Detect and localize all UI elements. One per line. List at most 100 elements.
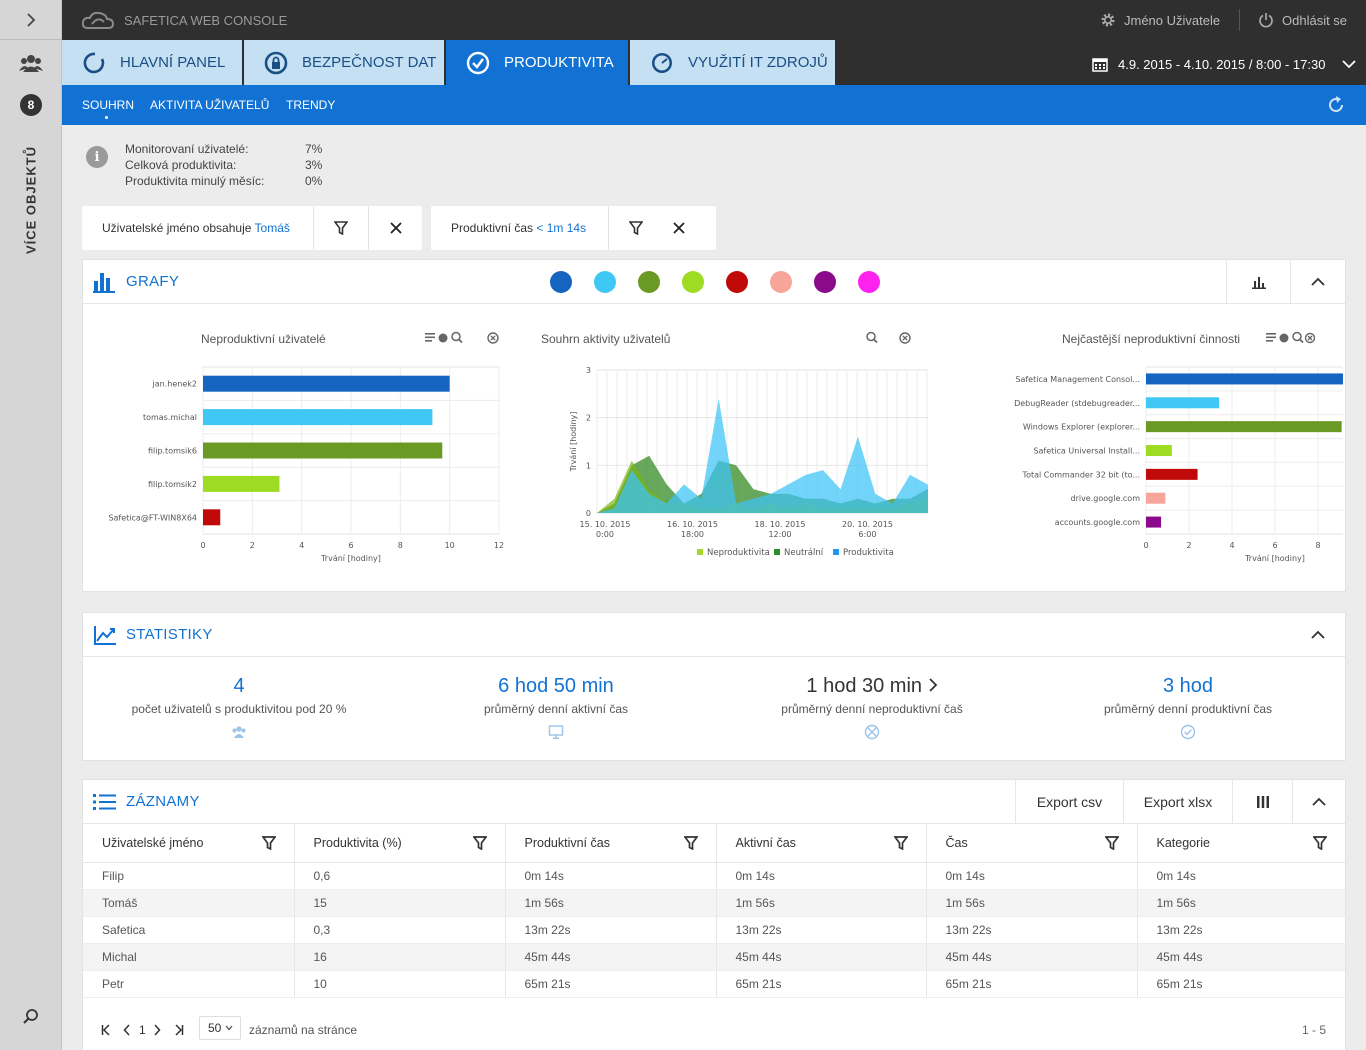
edit-filter-button[interactable] — [313, 206, 368, 250]
stat-value: 3 hod — [1162, 675, 1214, 697]
stat-label: průměrný denní neproduktivní čaš — [781, 702, 963, 716]
brand-name: SAFETICA WEB CONSOLE — [124, 12, 288, 28]
object-count-badge[interactable]: 8 — [20, 94, 42, 116]
collapse-button[interactable] — [1292, 780, 1345, 824]
legend-dot[interactable] — [594, 271, 616, 293]
refresh-icon[interactable] — [1326, 95, 1346, 115]
bar[interactable] — [1146, 516, 1162, 528]
tab-data-security[interactable]: BEZPEČNOST DAT — [244, 40, 444, 85]
collapse-button[interactable] — [1290, 260, 1345, 304]
stat-daily-unproductive-time[interactable]: 1 hod 30 min průměrný denní neproduktivn… — [722, 675, 1022, 743]
legend-label[interactable]: Neutrální — [784, 548, 824, 558]
column-header-label: Uživatelské jméno — [102, 835, 204, 850]
last-page-icon[interactable] — [174, 1024, 184, 1036]
filter-icon[interactable] — [472, 836, 487, 850]
table-row[interactable]: Michal 16 45m 44s 45m 44s 45m 44s 45m 44s — [83, 943, 1345, 971]
user-menu[interactable]: Jméno Uživatele — [1100, 12, 1220, 28]
bar[interactable] — [203, 442, 443, 459]
filter-text: Produktivní čas < 1m 14s — [451, 221, 586, 235]
legend-dot[interactable] — [550, 271, 572, 293]
legend-dot[interactable] — [858, 271, 880, 293]
remove-filter-button[interactable] — [368, 206, 422, 250]
logout-label: Odhlásit se — [1282, 12, 1348, 28]
bar[interactable] — [1146, 492, 1166, 504]
dashboard-circle-icon — [83, 52, 105, 73]
column-header[interactable]: Uživatelské jméno — [83, 824, 295, 863]
zoom-icon[interactable] — [865, 331, 879, 345]
column-header[interactable]: Produktivita (%) — [294, 824, 506, 863]
legend-label[interactable]: Produktivita — [843, 548, 894, 558]
export-xlsx-button[interactable]: Export xlsx — [1123, 780, 1232, 824]
chart-tools[interactable] — [1265, 331, 1315, 345]
bar[interactable] — [203, 509, 221, 526]
filter-icon[interactable] — [261, 836, 276, 850]
legend-dot[interactable] — [814, 271, 836, 293]
subnav-summary[interactable]: SOUHRN — [82, 98, 135, 112]
filter-icon[interactable] — [1313, 836, 1327, 850]
bar[interactable] — [1146, 397, 1220, 409]
pagination: 1 50 záznamů na stránce 1 - 5 — [83, 1012, 1345, 1048]
column-header[interactable]: Čas — [926, 824, 1138, 863]
subnav-trends[interactable]: TRENDY — [286, 98, 336, 112]
table-row[interactable]: Filip 0,6 0m 14s 0m 14s 0m 14s 0m 14s — [83, 862, 1345, 890]
column-header[interactable]: Produktivní čas — [505, 824, 717, 863]
bar[interactable] — [1146, 373, 1343, 385]
previous-page-icon[interactable] — [123, 1024, 131, 1036]
sub-navigation: SOUHRN AKTIVITA UŽIVATELŮ TRENDY — [62, 85, 1366, 125]
legend-swatch — [697, 549, 703, 555]
close-chart-icon[interactable] — [898, 331, 912, 345]
chart-type-button[interactable] — [1226, 260, 1290, 304]
table-cell: 1m 56s — [1137, 889, 1345, 917]
date-range-picker[interactable]: 4.9. 2015 - 4.10. 2015 / 8:00 - 17:30 — [1092, 56, 1357, 72]
bar[interactable] — [203, 375, 450, 392]
bar[interactable] — [203, 475, 280, 492]
column-header[interactable]: Kategorie — [1137, 824, 1345, 863]
table-row[interactable]: Petr 10 65m 21s 65m 21s 65m 21s 65m 21s — [83, 970, 1345, 998]
export-csv-button[interactable]: Export csv — [1015, 780, 1123, 824]
subnav-user-activity[interactable]: AKTIVITA UŽIVATELŮ — [150, 98, 270, 112]
expand-sidebar-button[interactable] — [0, 0, 62, 40]
columns-button[interactable] — [1232, 780, 1292, 824]
filter-icon[interactable] — [893, 836, 908, 850]
bar[interactable] — [1146, 468, 1198, 480]
table-row[interactable]: Tomáš 15 1m 56s 1m 56s 1m 56s 1m 56s — [83, 889, 1345, 917]
page-size-select[interactable]: 50 — [199, 1016, 241, 1040]
close-chart-icon[interactable] — [486, 331, 500, 345]
tab-it-resources[interactable]: VYUŽITÍ IT ZDROJŮ — [630, 40, 835, 85]
legend-label[interactable]: Neproduktivita — [707, 548, 770, 558]
table-row[interactable]: Safetica 0,3 13m 22s 13m 22s 13m 22s 13m 22s — [83, 916, 1345, 944]
first-page-icon[interactable] — [101, 1024, 111, 1036]
more-objects-label[interactable]: VÍCE OBJEKTŮ — [23, 145, 39, 255]
logout-button[interactable]: Odhlásit se — [1258, 12, 1347, 28]
chevron-right-icon — [928, 678, 937, 692]
chart-tools[interactable] — [424, 331, 474, 345]
bar[interactable] — [1146, 445, 1172, 456]
legend-dot[interactable] — [770, 271, 792, 293]
search-icon[interactable] — [21, 1007, 41, 1027]
filter-icon[interactable] — [683, 836, 698, 850]
next-page-icon[interactable] — [153, 1024, 161, 1036]
current-page[interactable]: 1 — [139, 1023, 146, 1037]
bar[interactable] — [1146, 421, 1342, 433]
series-area-Produktivita[interactable] — [597, 398, 928, 513]
table-cell: 65m 21s — [505, 970, 717, 998]
tab-productivity[interactable]: PRODUKTIVITA — [446, 40, 628, 85]
table-cell: 13m 22s — [716, 916, 927, 944]
bar[interactable] — [203, 409, 433, 426]
users-group-icon[interactable] — [19, 52, 43, 74]
table-cell: 1m 56s — [716, 889, 927, 917]
column-header[interactable]: Aktivní čas — [716, 824, 927, 863]
legend-dot[interactable] — [682, 271, 704, 293]
legend-dot[interactable] — [726, 271, 748, 293]
legend-dot[interactable] — [638, 271, 660, 293]
remove-filter-button[interactable] — [663, 206, 716, 250]
x-axis-label: Trvání [hodiny] — [320, 554, 381, 563]
edit-filter-button[interactable] — [608, 206, 663, 250]
filter-icon[interactable] — [1104, 836, 1119, 850]
table-header-row: Uživatelské jméno Produktivita (%) Produkt… — [83, 824, 1345, 863]
y-tick-label: 1 — [586, 461, 591, 470]
bar-chart-icon — [1251, 277, 1266, 289]
collapse-button[interactable] — [1290, 613, 1345, 657]
tab-main-panel[interactable]: HLAVNÍ PANEL — [62, 40, 242, 85]
top-bar: SAFETICA WEB CONSOLE Jméno Uživatele Odh… — [62, 0, 1366, 125]
